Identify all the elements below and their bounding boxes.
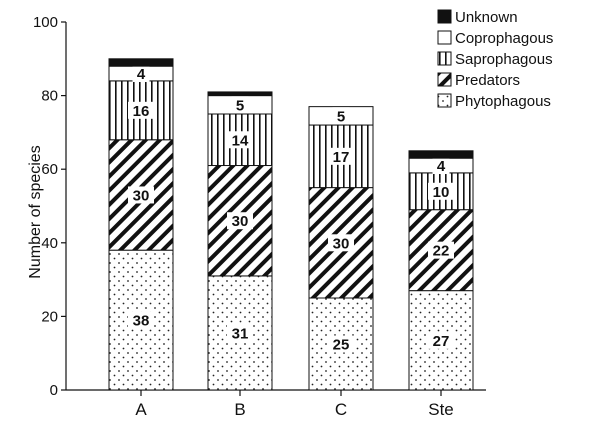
legend-swatch-predators: [437, 72, 452, 87]
data-label-bg: [128, 311, 154, 329]
bar-segment-unknown-b: [207, 91, 273, 97]
bar-segment-unknown-a: [108, 58, 174, 67]
data-label: 22: [433, 243, 450, 260]
y-tick-label: 0: [50, 382, 58, 399]
data-label-bg: [227, 212, 253, 230]
data-label-bg: [227, 324, 253, 342]
bars: 38 30 16 4 31 30 14 5 25 30 17 5 27 22 10 4: [108, 58, 474, 391]
x-category-label: C: [335, 400, 347, 419]
axes: 0 20 40 60 80 100 A B C Ste: [33, 14, 486, 419]
legend-label-predators: Predators: [455, 72, 520, 89]
data-label-bg: [128, 101, 154, 119]
data-label-bg: [328, 234, 354, 252]
data-label-bg: [432, 157, 450, 175]
data-label-bg: [428, 182, 454, 200]
data-label-bg: [332, 107, 350, 125]
legend-label-phytophagous: Phytophagous: [455, 93, 551, 110]
y-tick-label: 40: [41, 235, 58, 252]
legend-swatch-saprophagous: [437, 51, 452, 66]
legend: Unknown Coprophagous Saprophagous Predators…: [437, 9, 553, 110]
data-label: 5: [236, 97, 244, 114]
data-label: 31: [232, 325, 249, 342]
y-tick-label: 20: [41, 308, 58, 325]
x-category-label: B: [234, 400, 245, 419]
legend-swatch-unknown: [437, 9, 452, 24]
y-axis-title: Number of species: [27, 145, 44, 278]
data-label-bg: [328, 147, 354, 165]
legend-swatch-coprophagous: [437, 30, 452, 45]
data-label: 38: [133, 313, 150, 330]
data-label: 30: [333, 235, 350, 252]
bar-segment-unknown-ste: [408, 150, 474, 159]
data-label: 4: [137, 66, 146, 83]
data-label-bg: [231, 96, 249, 114]
legend-label-coprophagous: Coprophagous: [455, 30, 553, 47]
legend-swatch-phytophagous: [437, 93, 452, 108]
data-label: 14: [232, 132, 249, 149]
data-label-bg: [128, 186, 154, 204]
y-tick-label: 80: [41, 88, 58, 105]
data-label: 27: [433, 333, 450, 350]
legend-label-unknown: Unknown: [455, 9, 518, 26]
data-label: 16: [133, 103, 150, 120]
data-label: 5: [337, 108, 345, 125]
legend-label-saprophagous: Saprophagous: [455, 51, 553, 68]
data-label-bg: [428, 241, 454, 259]
data-label: 10: [433, 184, 450, 201]
data-label: 4: [437, 158, 446, 175]
data-label: 17: [333, 149, 350, 166]
y-tick-label: 60: [41, 161, 58, 178]
data-label: 25: [333, 337, 350, 354]
y-tick-label: 100: [33, 14, 58, 31]
data-label: 30: [133, 187, 150, 204]
data-label-bg: [227, 131, 253, 149]
data-label-bg: [328, 335, 354, 353]
data-label-bg: [428, 331, 454, 349]
x-category-label: Ste: [428, 400, 454, 419]
x-category-label: A: [135, 400, 147, 419]
data-label: 30: [232, 213, 249, 230]
data-label-bg: [132, 65, 150, 83]
